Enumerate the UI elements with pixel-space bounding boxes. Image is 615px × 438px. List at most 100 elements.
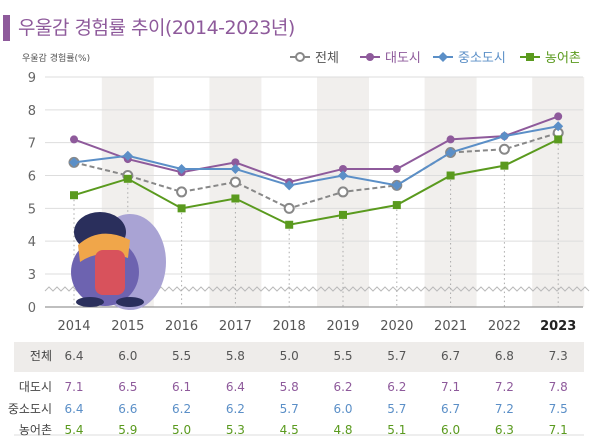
data-point <box>231 194 240 203</box>
table-cell: 6.2 <box>387 380 406 394</box>
table-cell: 5.1 <box>387 423 406 437</box>
table-cell: 6.4 <box>64 402 83 416</box>
table-cell: 4.5 <box>280 423 299 437</box>
data-point <box>122 150 133 161</box>
table-cell: 6.2 <box>172 402 191 416</box>
data-point <box>70 191 78 200</box>
data-point <box>391 180 402 191</box>
x-tick-label: 2017 <box>219 319 252 334</box>
table-cell: 7.8 <box>549 380 568 394</box>
table-cell: 5.8 <box>226 349 245 363</box>
column-band <box>209 77 262 307</box>
table-row-label: 중소도시 <box>8 402 52 416</box>
table-cell: 5.7 <box>387 349 406 363</box>
data-point <box>230 163 241 174</box>
y-tick-label: 9 <box>28 71 36 86</box>
series-line-대도시 <box>73 115 559 184</box>
data-point <box>123 174 132 183</box>
table-cell: 7.5 <box>549 402 568 416</box>
x-tick-label: 2016 <box>165 319 198 334</box>
data-point <box>392 164 401 173</box>
data-point <box>554 112 563 121</box>
table-cell: 6.6 <box>118 402 137 416</box>
shoe-shape <box>116 297 144 307</box>
table-cell: 5.0 <box>280 349 299 363</box>
table-cell: 5.5 <box>333 349 352 363</box>
y-tick-label: 7 <box>28 137 36 152</box>
y-tick-label: 8 <box>28 104 36 119</box>
x-tick-label: 2015 <box>111 319 144 334</box>
data-point <box>283 202 295 214</box>
data-point <box>445 147 456 158</box>
legend-marker <box>366 53 374 61</box>
x-tick-label: 2019 <box>326 319 359 334</box>
table-cell: 5.9 <box>118 423 137 437</box>
table-cell: 7.2 <box>495 402 514 416</box>
x-tick-label: 2023 <box>540 319 576 334</box>
x-tick-label: 2021 <box>434 319 467 334</box>
y-axis-label: 우울감 경험률(%) <box>22 52 90 64</box>
data-point <box>176 163 187 174</box>
table-cell: 6.4 <box>64 349 83 363</box>
data-point <box>177 204 186 213</box>
data-point <box>499 131 510 142</box>
table-cell: 6.7 <box>441 402 460 416</box>
legend-marker <box>295 52 305 62</box>
legend-marker <box>438 52 448 62</box>
table-cell: 6.3 <box>495 423 514 437</box>
chart-title: 우울감 경험률 추이(2014-2023년) <box>18 17 295 39</box>
table-cell: 5.0 <box>172 423 191 437</box>
title-accent-bar <box>3 15 10 41</box>
table-cell: 7.2 <box>495 380 514 394</box>
table-cell: 5.7 <box>280 402 299 416</box>
data-point <box>446 171 455 180</box>
legend-label: 중소도시 <box>458 51 506 66</box>
data-point <box>69 157 79 168</box>
data-point <box>500 161 509 170</box>
table-cell: 6.5 <box>118 380 137 394</box>
data-point <box>446 135 455 144</box>
data-point <box>339 164 347 173</box>
table-cell: 5.7 <box>387 402 406 416</box>
data-point <box>231 158 240 167</box>
legend-label: 전체 <box>315 51 339 66</box>
depressed-person-illustration <box>71 212 166 310</box>
table-cell: 5.5 <box>172 349 191 363</box>
table-cell: 6.1 <box>172 380 191 394</box>
data-point <box>229 176 241 188</box>
x-tick-label: 2020 <box>380 319 413 334</box>
data-point <box>176 186 188 198</box>
knees-shape <box>95 250 125 295</box>
table-cell: 5.3 <box>226 423 245 437</box>
table-cell: 6.0 <box>118 349 137 363</box>
data-point <box>337 186 349 198</box>
x-tick-label: 2018 <box>273 319 306 334</box>
y-tick-label: 6 <box>28 170 36 185</box>
table-row-label: 농어촌 <box>19 423 52 437</box>
shoe-shape <box>76 297 104 307</box>
table-cell: 7.1 <box>441 380 460 394</box>
table-cell: 6.0 <box>441 423 460 437</box>
data-point <box>554 135 563 144</box>
legend-marker <box>526 53 534 61</box>
table-cell: 6.0 <box>333 402 352 416</box>
legend-label: 농어촌 <box>545 51 581 66</box>
data-point <box>339 210 347 219</box>
x-tick-label: 2014 <box>57 319 90 334</box>
y-tick-label: 4 <box>28 235 36 250</box>
table-cell: 6.8 <box>495 349 514 363</box>
series-line-중소도시 <box>73 125 559 187</box>
table-cell: 5.8 <box>280 380 299 394</box>
legend-label: 대도시 <box>385 51 421 66</box>
series-line-전체 <box>73 131 559 210</box>
table-cell: 5.4 <box>64 423 83 437</box>
table-cell: 6.4 <box>226 380 245 394</box>
data-point <box>285 220 294 229</box>
table-cell: 6.2 <box>226 402 245 416</box>
data-point <box>284 180 295 191</box>
table-row-label: 전체 <box>30 349 52 363</box>
y-tick-label: 0 <box>28 301 36 316</box>
table-row-label: 대도시 <box>19 380 52 394</box>
